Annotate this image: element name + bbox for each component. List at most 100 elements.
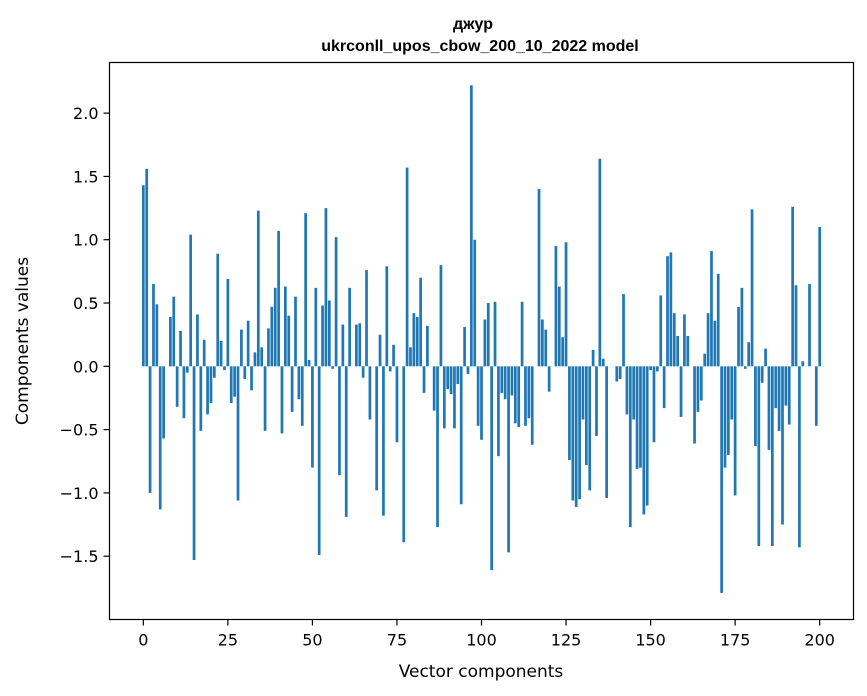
y-tick-label: 0.0: [73, 357, 98, 376]
bar-component-3: [152, 284, 155, 367]
bar-component-148: [642, 366, 646, 515]
x-axis-label: Vector components: [399, 662, 564, 682]
bar-component-108: [507, 366, 510, 553]
bar-component-109: [510, 366, 514, 396]
bar-component-20: [209, 366, 213, 404]
bar-component-164: [696, 366, 700, 412]
bar-component-127: [571, 366, 575, 501]
bar-component-72: [385, 266, 389, 367]
bar-component-125: [564, 242, 568, 367]
bar-component-59: [341, 324, 345, 367]
bar-component-110: [513, 366, 517, 424]
bar-component-46: [297, 366, 301, 400]
x-tick-label: 50: [302, 631, 322, 650]
bar-component-173: [727, 366, 730, 455]
bar-component-111: [517, 366, 521, 428]
bar-component-154: [662, 366, 666, 409]
bar-component-145: [632, 366, 636, 420]
bar-component-49: [307, 359, 311, 367]
bar-component-107: [503, 366, 507, 400]
bar-component-161: [686, 335, 690, 367]
bar-component-82: [419, 277, 422, 367]
bar-component-99: [476, 366, 480, 426]
bar-component-89: [442, 366, 446, 429]
bar-component-65: [361, 366, 365, 378]
bar-component-175: [733, 366, 737, 496]
y-tick-label: −1.0: [60, 484, 99, 503]
bar-component-160: [683, 314, 686, 367]
bar-component-96: [466, 366, 470, 374]
bar-component-54: [324, 208, 328, 367]
bar-component-199: [814, 366, 818, 426]
bar-component-115: [530, 366, 534, 445]
bar-component-35: [260, 347, 264, 367]
bar-component-112: [520, 301, 524, 367]
bar-component-120: [547, 366, 551, 392]
bar-component-126: [568, 366, 571, 460]
bar-component-182: [757, 366, 761, 547]
bar-component-153: [659, 295, 663, 367]
bar-component-114: [527, 366, 531, 419]
bar-component-47: [300, 366, 304, 426]
bar-component-165: [699, 366, 703, 401]
bar-component-4: [155, 304, 159, 367]
bar-component-132: [588, 366, 592, 491]
bar-component-135: [598, 158, 602, 367]
bar-component-13: [185, 366, 189, 373]
bar-component-97: [470, 85, 473, 367]
bar-component-151: [652, 366, 656, 443]
bar-component-95: [463, 327, 466, 367]
bar-component-186: [770, 366, 774, 547]
bar-component-94: [459, 366, 463, 505]
bar-component-1: [145, 168, 149, 367]
bar-component-102: [486, 303, 490, 367]
bar-component-29: [240, 329, 243, 367]
bar-component-134: [595, 366, 598, 436]
bar-component-141: [618, 366, 622, 379]
x-tick-label: 100: [466, 631, 497, 650]
bar-component-158: [676, 335, 679, 367]
bar-component-166: [703, 353, 707, 367]
bar-component-44: [290, 366, 294, 412]
bar-component-149: [645, 366, 649, 506]
bar-component-146: [635, 366, 639, 469]
bar-component-67: [368, 366, 372, 420]
bar-component-155: [666, 256, 669, 367]
bar-component-22: [216, 253, 220, 367]
bar-component-184: [764, 348, 767, 367]
bar-component-41: [280, 366, 284, 434]
x-tick-label: 150: [635, 631, 666, 650]
bar-component-6: [162, 366, 165, 439]
bar-component-57: [334, 237, 338, 367]
bar-component-191: [787, 366, 791, 425]
bar-component-84: [426, 325, 429, 367]
bar-component-86: [432, 366, 436, 411]
bar-component-14: [189, 234, 193, 367]
bar-component-10: [175, 366, 179, 407]
bar-component-181: [754, 366, 757, 447]
bar-component-172: [723, 366, 727, 468]
bar-component-31: [246, 320, 250, 367]
bar-component-124: [561, 337, 565, 367]
chart-subtitle: ukrconll_upos_cbow_200_10_2022 model: [321, 38, 638, 55]
bar-component-98: [473, 239, 477, 367]
bar-component-167: [706, 313, 710, 367]
bar-component-77: [402, 366, 406, 543]
bar-component-113: [524, 366, 527, 426]
bar-component-133: [591, 349, 595, 367]
y-tick-label: 1.5: [73, 167, 98, 186]
bar-component-88: [439, 265, 443, 367]
bar-component-174: [730, 366, 734, 420]
bar-component-32: [250, 366, 253, 391]
bar-component-12: [182, 366, 186, 419]
x-tick-label: 175: [720, 631, 751, 650]
bar-component-129: [578, 366, 581, 500]
bar-component-168: [710, 251, 713, 367]
bar-component-123: [557, 286, 561, 367]
bar-component-87: [436, 366, 439, 528]
bar-component-23: [219, 341, 223, 367]
bar-component-117: [537, 189, 541, 367]
bar-component-73: [388, 366, 392, 372]
x-axis-ticks: 0 25 50 75 100 125 150 175 200: [138, 619, 835, 650]
